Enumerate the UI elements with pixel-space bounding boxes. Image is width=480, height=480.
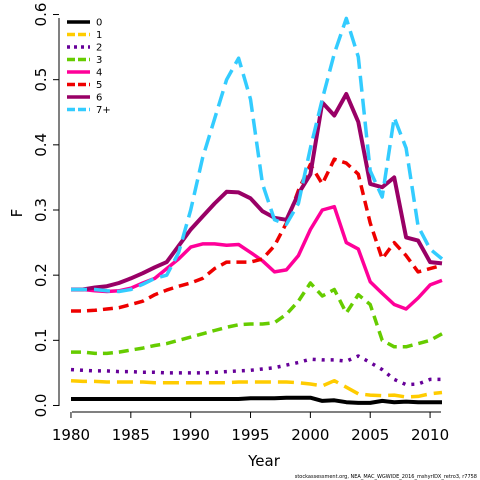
series-lines — [70, 16, 444, 405]
x-tick-label: 1990 — [172, 426, 210, 444]
legend-label: 4 — [96, 68, 102, 79]
y-axis-title: F — [8, 209, 26, 218]
legend-label: 3 — [96, 55, 102, 66]
footnote: stockassessment.org, NEA_MAC_WGWIDE_2016… — [295, 474, 477, 480]
series-line-5 — [71, 157, 443, 313]
x-axis-ticks: 1980 1985 1990 1995 2000 2005 2010 — [52, 412, 449, 444]
x-axis-title: Year — [247, 452, 281, 470]
x-tick-label: 2010 — [411, 426, 449, 444]
legend: 01 23 45 67+ — [67, 18, 111, 116]
series-line-4 — [71, 204, 443, 311]
legend-label: 1 — [96, 30, 102, 41]
y-tick-label: 0.1 — [32, 328, 50, 352]
y-tick-label: 0.6 — [32, 3, 50, 27]
y-tick-label: 0.5 — [32, 68, 50, 92]
series-line-1 — [70, 378, 443, 399]
legend-label: 5 — [96, 80, 102, 91]
x-tick-label: 1985 — [112, 426, 150, 444]
x-tick-label: 2005 — [351, 426, 389, 444]
plot-frame — [58, 18, 441, 413]
y-tick-label: 0.0 — [32, 394, 50, 418]
x-tick-label: 2000 — [291, 426, 329, 444]
series-line-6 — [71, 92, 443, 292]
legend-label: 2 — [96, 43, 102, 54]
series-line-3 — [71, 281, 443, 356]
y-tick-label: 0.2 — [32, 263, 50, 287]
legend-label: 0 — [96, 18, 102, 29]
series-line-7plus — [71, 16, 444, 294]
y-tick-label: 0.3 — [32, 198, 50, 222]
x-tick-label: 1995 — [231, 426, 269, 444]
y-tick-label: 0.4 — [32, 133, 50, 157]
series-line-0 — [71, 395, 442, 405]
legend-label: 6 — [96, 93, 102, 104]
legend-label: 7+ — [96, 105, 111, 116]
x-tick-label: 1980 — [52, 426, 90, 444]
y-axis-ticks: 0.0 0.1 0.2 0.3 0.4 0.5 0.6 — [32, 3, 59, 418]
